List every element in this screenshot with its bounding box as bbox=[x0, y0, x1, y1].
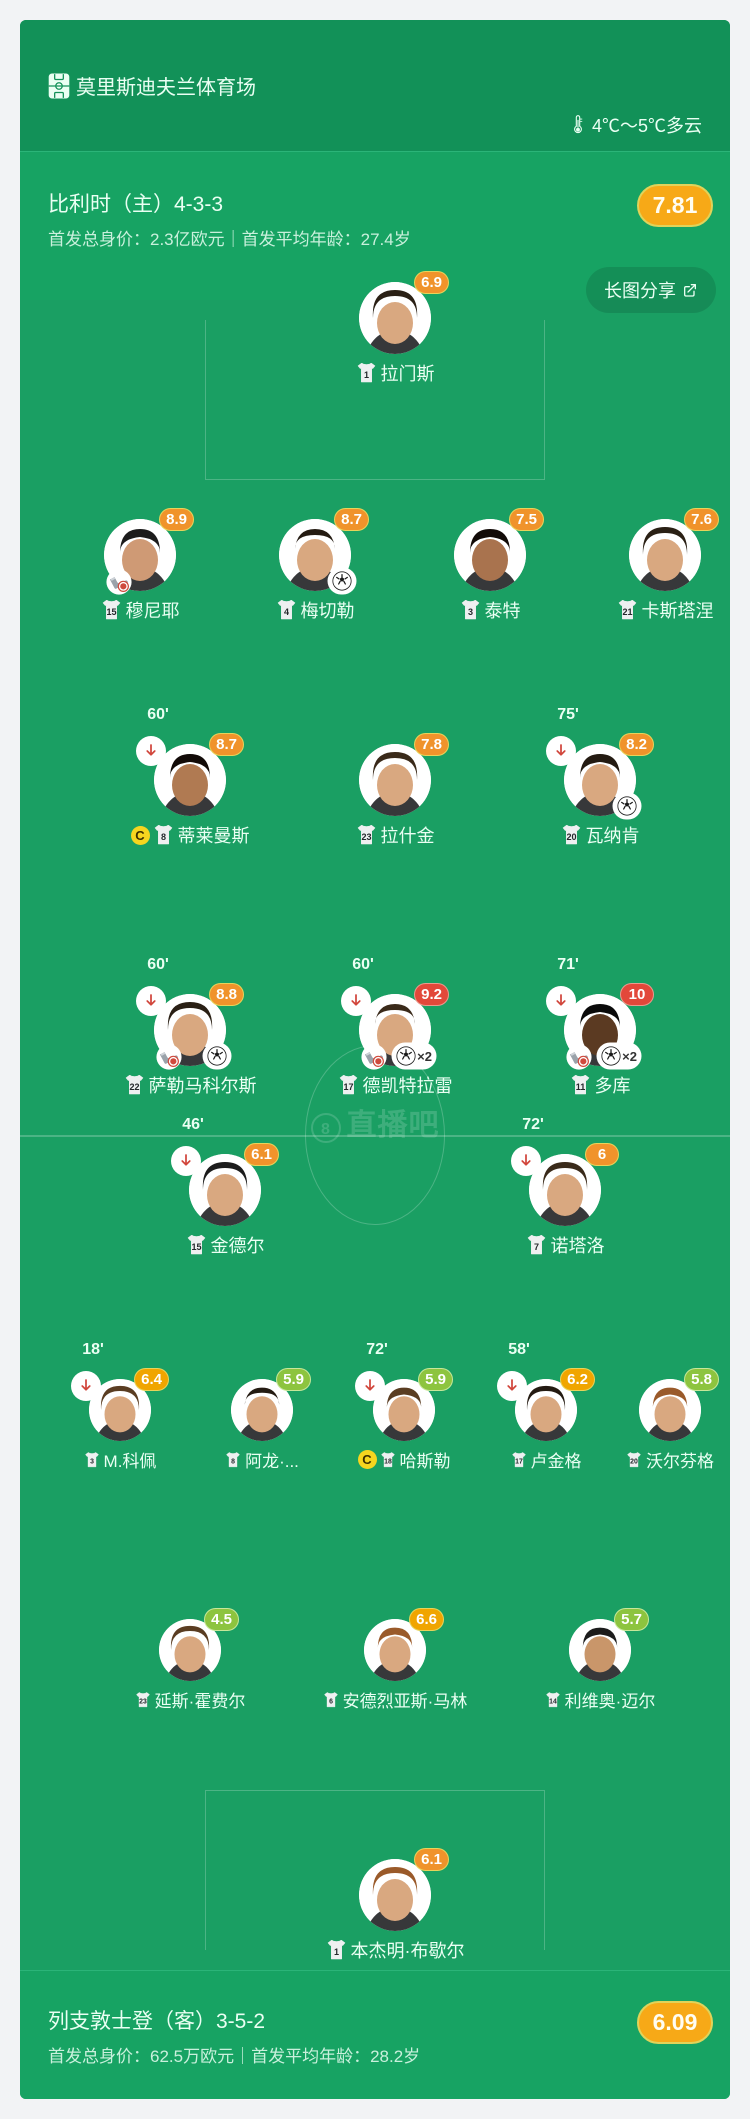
svg-text:23: 23 bbox=[361, 832, 371, 842]
svg-text:17: 17 bbox=[343, 1082, 353, 1092]
svg-text:21: 21 bbox=[622, 607, 632, 617]
svg-text:4: 4 bbox=[283, 607, 288, 617]
svg-text:6: 6 bbox=[329, 1698, 333, 1705]
svg-text:18: 18 bbox=[384, 1458, 392, 1465]
svg-text:11: 11 bbox=[575, 1082, 585, 1092]
svg-text:8: 8 bbox=[321, 1121, 331, 1138]
svg-text:7: 7 bbox=[533, 1242, 538, 1252]
svg-text:15: 15 bbox=[191, 1242, 201, 1252]
svg-text:22: 22 bbox=[129, 1082, 139, 1092]
svg-text:3: 3 bbox=[467, 607, 472, 617]
svg-text:15: 15 bbox=[106, 607, 116, 617]
svg-text:20: 20 bbox=[630, 1458, 638, 1465]
svg-text:20: 20 bbox=[566, 832, 576, 842]
svg-text:1: 1 bbox=[333, 1947, 338, 1957]
svg-text:17: 17 bbox=[515, 1458, 523, 1465]
svg-text:23: 23 bbox=[139, 1698, 147, 1705]
svg-text:8: 8 bbox=[231, 1458, 235, 1465]
svg-text:1: 1 bbox=[363, 370, 368, 380]
svg-text:14: 14 bbox=[549, 1698, 557, 1705]
svg-text:3: 3 bbox=[90, 1458, 94, 1465]
svg-text:8: 8 bbox=[160, 832, 165, 842]
